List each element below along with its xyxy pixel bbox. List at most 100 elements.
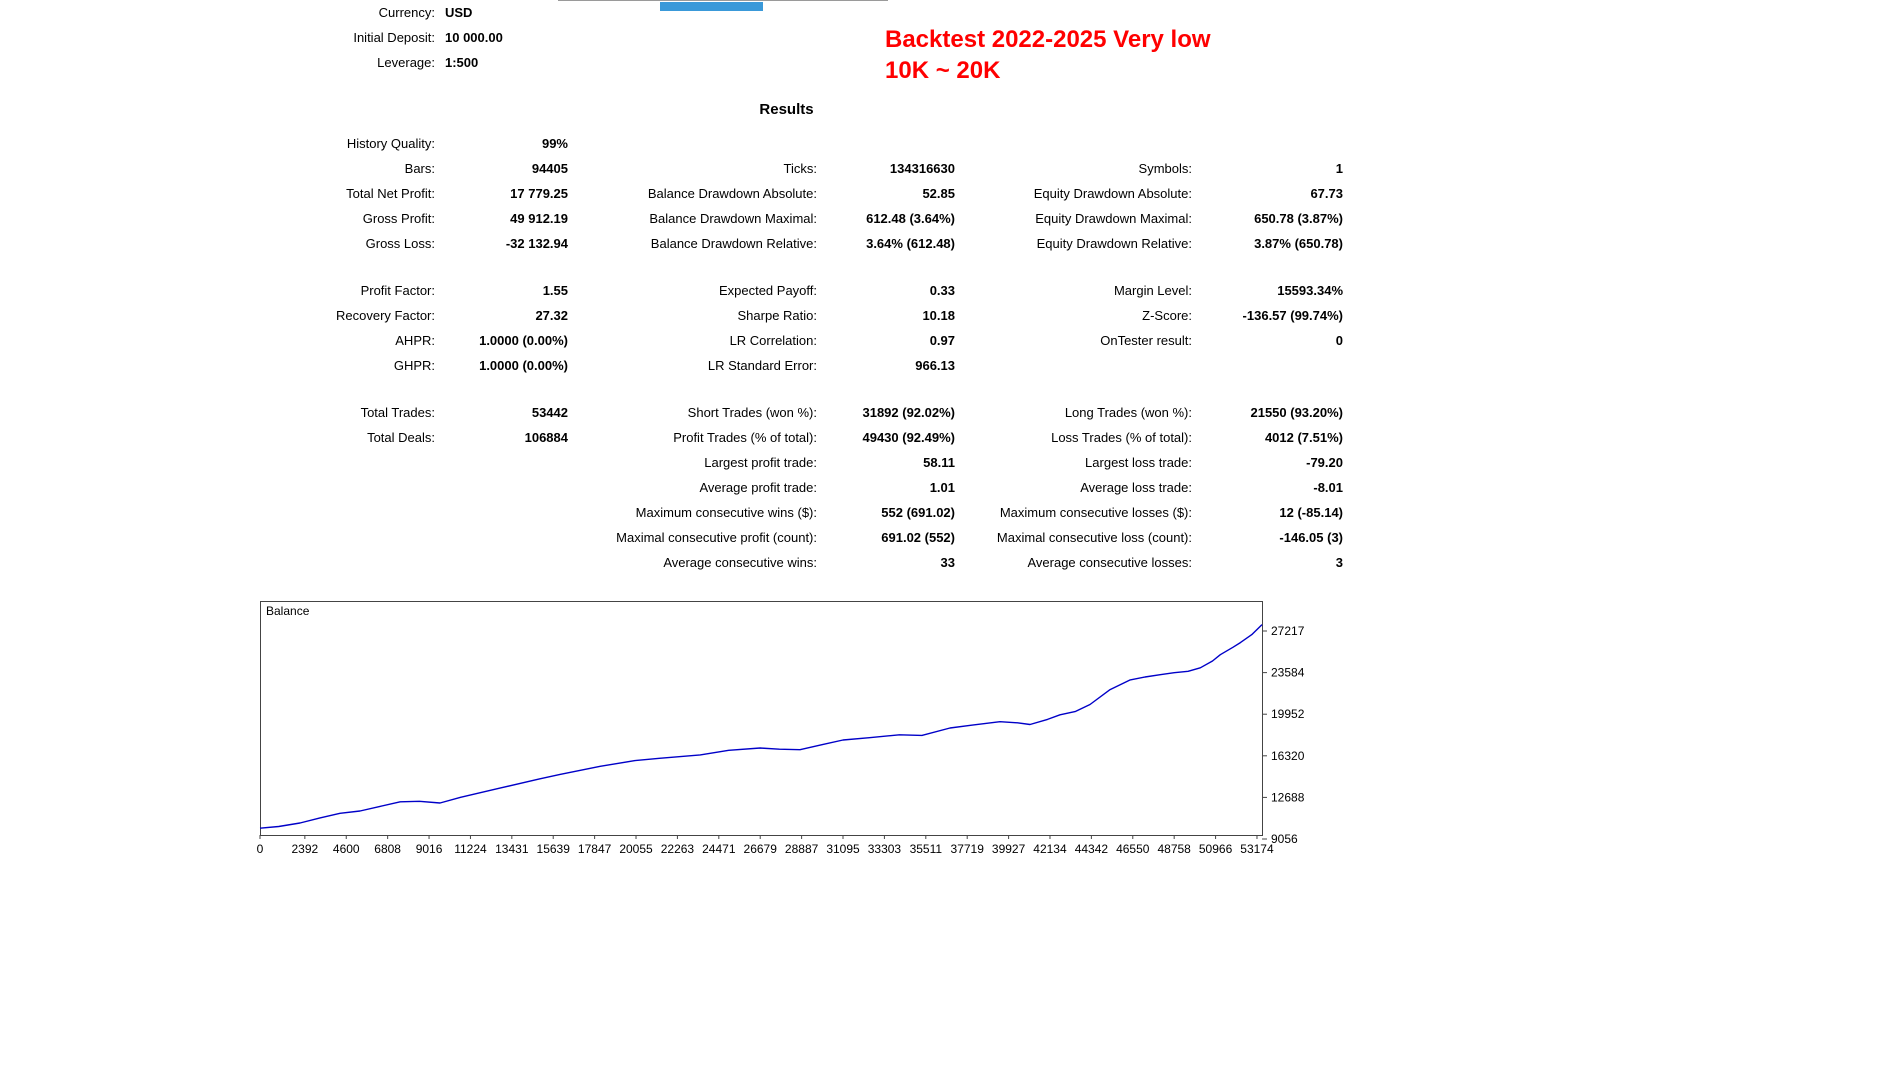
stat-value: 0.33 (929, 283, 955, 298)
balance-chart-svg: 27217 23584 19952 16320 12688 9056 0 2392 4600 68… (257, 601, 1305, 856)
stat-value: 1 (1335, 161, 1343, 176)
stat-label: Sharpe Ratio: (737, 308, 818, 323)
stat-label: Average profit trade: (699, 480, 817, 495)
stat-label (0, 550, 435, 575)
stat-label: LR Standard Error: (707, 358, 817, 373)
plot-area: 27217 23584 19952 16320 12688 9056 0 2392 4600 68… (257, 601, 1305, 856)
stat-value: 67.73 (1310, 186, 1343, 201)
x-tick-label: 31095 (826, 842, 860, 856)
x-tick-label: 33303 (868, 842, 902, 856)
stat-value: 3.87% (650.78) (1254, 236, 1343, 251)
account-row: Currency: USD (0, 0, 755, 25)
stat-value: 49430 (92.49%) (862, 430, 955, 445)
stat-value: 3.64% (612.48) (866, 236, 955, 251)
balance-line (259, 624, 1263, 829)
annotation-line-2: 10K ~ 20K (885, 57, 1001, 84)
stat-label: Equity Drawdown Relative: (1036, 236, 1192, 251)
stat-label: History Quality: (346, 136, 435, 151)
x-tick-label: 20055 (619, 842, 653, 856)
results-row: Bars: 94405 Ticks: 134316630 Symbols: 1 (0, 156, 1343, 181)
x-tick-label: 26679 (744, 842, 778, 856)
stat-value: 52.85 (922, 186, 955, 201)
stat-value (435, 450, 568, 475)
stat-label: Profit Factor: (360, 283, 435, 298)
initial-deposit-value: 10 000.00 (445, 30, 503, 45)
x-tick-label: 35511 (910, 842, 943, 856)
x-tick-label: 0 (257, 842, 264, 856)
x-tick-label: 9016 (416, 842, 443, 856)
stat-value: -8.01 (1313, 480, 1343, 495)
results-row: AHPR: 1.0000 (0.00%) LR Correlation: 0.97 On… (0, 328, 1343, 353)
stat-label: Bars: (404, 161, 435, 176)
stat-label: Largest profit trade: (704, 455, 817, 470)
stat-label: Balance Drawdown Maximal: (649, 211, 817, 226)
stat-value: 612.48 (3.64%) (866, 211, 955, 226)
x-tick-label: 53174 (1240, 842, 1274, 856)
results-row: Total Deals: 106884 Profit Trades (% of to… (0, 425, 1343, 450)
y-tick-label: 9056 (1271, 832, 1298, 846)
stat-value: 1.55 (542, 283, 568, 298)
y-tick-label: 23584 (1271, 666, 1305, 680)
x-tick-label: 15639 (537, 842, 571, 856)
x-tick-label: 24471 (702, 842, 736, 856)
stat-label: Maximal consecutive loss (count): (996, 530, 1192, 545)
leverage-value: 1:500 (445, 55, 479, 70)
results-row: GHPR: 1.0000 (0.00%) LR Standard Error: 966… (0, 353, 1343, 378)
stat-value (1192, 131, 1343, 156)
results-spacer-row (0, 378, 1343, 400)
stat-value: 27.32 (535, 308, 568, 323)
stat-value: 650.78 (3.87%) (1254, 211, 1343, 226)
stat-value: 21550 (93.20%) (1250, 405, 1343, 420)
stat-label: Loss Trades (% of total): (1051, 430, 1192, 445)
stat-label: Maximum consecutive losses ($): (999, 505, 1192, 520)
stat-label: Symbols: (1138, 161, 1192, 176)
annotation-line-1: Backtest 2022-2025 Very low (885, 26, 1211, 53)
results-row: Total Trades: 53442 Short Trades (won %): 3… (0, 400, 1343, 425)
balance-legend-label: Balance (266, 604, 310, 618)
stat-value: -146.05 (3) (1279, 530, 1343, 545)
stat-label: Maximal consecutive profit (count): (616, 530, 817, 545)
stat-label: Recovery Factor: (336, 308, 435, 323)
x-tick-label: 4600 (333, 842, 360, 856)
stat-label (568, 131, 817, 156)
stat-label: GHPR: (393, 358, 435, 373)
y-tick-label: 16320 (1271, 749, 1305, 763)
results-table: History Quality: 99% Bars: 94405 Ticks: 13431… (0, 131, 1343, 575)
stat-value: 1.01 (929, 480, 955, 495)
y-tick-label: 19952 (1271, 707, 1305, 721)
stat-label: AHPR: (395, 333, 435, 348)
leverage-label: Leverage: (377, 55, 435, 70)
stat-value: 99% (541, 136, 568, 151)
x-tick-label: 39927 (992, 842, 1026, 856)
results-row: Average consecutive wins: 33 Average conse… (0, 550, 1343, 575)
stat-label: Average consecutive losses: (1027, 555, 1192, 570)
stat-value (435, 475, 568, 500)
y-tick-label: 27217 (1271, 624, 1305, 638)
results-row: Average profit trade: 1.01 Average loss tr… (0, 475, 1343, 500)
stat-label: Maximum consecutive wins ($): (635, 505, 817, 520)
results-row: Largest profit trade: 58.11 Largest loss t… (0, 450, 1343, 475)
x-tick-label: 48758 (1157, 842, 1191, 856)
stat-value: 12 (-85.14) (1279, 505, 1343, 520)
x-tick-label: 11224 (454, 842, 487, 856)
stat-value (435, 500, 568, 525)
results-row: Maximal consecutive profit (count): 691.0… (0, 525, 1343, 550)
x-tick-label: 42134 (1033, 842, 1067, 856)
stat-label (0, 500, 435, 525)
results-row: Gross Loss: -32 132.94 Balance Drawdown Re… (0, 231, 1343, 256)
stat-value: 10.18 (922, 308, 955, 323)
stat-value: -79.20 (1306, 455, 1343, 470)
currency-value: USD (445, 5, 473, 20)
stat-value: 53442 (531, 405, 568, 420)
stat-label: Gross Loss: (365, 236, 435, 251)
account-row: Initial Deposit: 10 000.00 (0, 25, 755, 50)
stat-label: Equity Drawdown Absolute: (1033, 186, 1192, 201)
stat-value (435, 525, 568, 550)
stat-label: Profit Trades (% of total): (673, 430, 817, 445)
stat-label: Total Net Profit: (346, 186, 435, 201)
stat-value: 134316630 (889, 161, 955, 176)
stat-label: Long Trades (won %): (1064, 405, 1192, 420)
stat-label: Equity Drawdown Maximal: (1035, 211, 1192, 226)
results-row: Total Net Profit: 17 779.25 Balance Drawdo… (0, 181, 1343, 206)
results-row: Recovery Factor: 27.32 Sharpe Ratio: 10.18 Z… (0, 303, 1343, 328)
